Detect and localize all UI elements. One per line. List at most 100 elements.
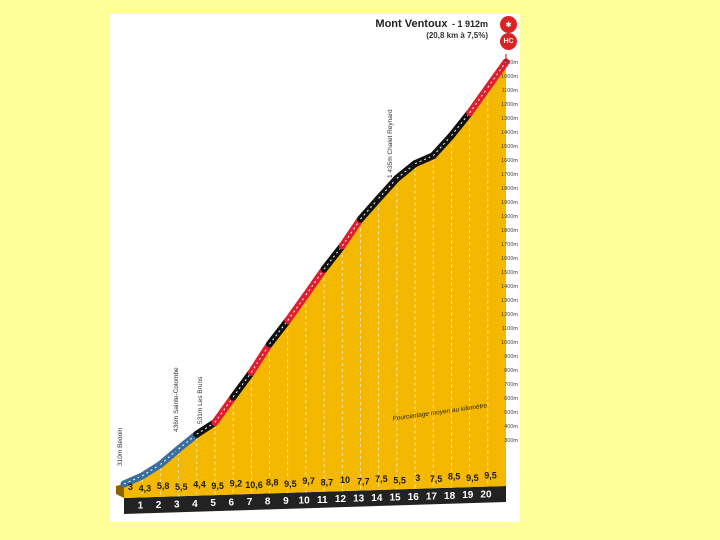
altitude-tick-label: 1200m (501, 312, 518, 318)
gradient-label: 9,5 (484, 470, 497, 480)
altitude-tick-label: 900m (504, 354, 518, 360)
km-label: 8 (265, 496, 271, 507)
profile-segment-dash (214, 396, 234, 423)
altitude-tick-label: 1800m (501, 186, 518, 192)
km-label: 3 (174, 499, 180, 510)
km-label: 1 (138, 500, 144, 511)
gradient-label: 7,7 (357, 476, 370, 486)
gradient-label: 3 (415, 473, 420, 483)
profile-segment-dash (250, 343, 270, 373)
profile-segment-line (356, 194, 383, 223)
gradient-label: 10 (340, 475, 350, 485)
altitude-tick-label: 800m (504, 368, 518, 374)
climb-summary: (20,8 km à 7,5%) (426, 31, 488, 40)
gradient-label: 8,7 (321, 478, 334, 488)
profile-segment-line (429, 132, 455, 160)
waypoint-label: 310m Bédoin (117, 427, 124, 466)
elevation-profile-chart: 3 4,3 5,8 5,5 4,4 9,5 9,2 10,6 8,8 9,5 9,7 8,7 10 7,7… (116, 54, 519, 514)
profile-segment-dash (396, 163, 416, 179)
gradient-label: 10,6 (245, 480, 263, 490)
title-block: Mont Ventoux - 1 912m (20,8 km à 7,5%) (375, 17, 488, 41)
km-label: 20 (480, 490, 492, 501)
altitude-tick-label: 1400m (501, 130, 518, 136)
km-label: 17 (426, 491, 438, 502)
gradient-label: 5,5 (393, 475, 406, 485)
gradient-label: 4,3 (139, 483, 152, 493)
waypoint-label: 531m Les Bruns (197, 376, 204, 424)
km-label: 18 (444, 491, 456, 502)
gradient-label: 5,5 (175, 482, 188, 492)
km-label: 13 (353, 494, 365, 505)
altitude-tick-label: 1900m (501, 214, 518, 220)
altitude-tick-label: 1600m (501, 256, 518, 262)
km-label: 2 (156, 500, 162, 511)
km-label: 4 (192, 499, 198, 510)
profile-segment-line (447, 109, 474, 140)
altitude-tick-label: 1200m (501, 102, 518, 108)
altitude-tick-label: 700m (504, 382, 518, 388)
km-label: 10 (299, 495, 311, 506)
profile-card: 3 4,3 5,8 5,5 4,4 9,5 9,2 10,6 8,8 9,5 9,7 8,7 10 7,7… (110, 14, 520, 522)
km-label: 9 (283, 496, 289, 507)
km-label: 19 (462, 490, 474, 501)
altitude-tick-label: 1800m (501, 228, 518, 234)
summit-name: Mont Ventoux (375, 18, 448, 30)
profile-segment-dash (196, 422, 216, 435)
altitude-tick-label: 1400m (501, 284, 518, 290)
gradient-label: 7,5 (375, 474, 388, 484)
waypoint-label: 1 435m Chalet Reynard (387, 109, 394, 178)
km-label: 14 (371, 493, 383, 504)
altitude-tick-label: 1000m (501, 74, 518, 80)
altitude-tick-label: 1000m (501, 340, 518, 346)
altitude-tick-label: 1500m (501, 144, 518, 150)
km-label: 6 (229, 498, 235, 509)
gradient-label: 7,5 (430, 474, 443, 484)
altitude-tick-label: 900m (504, 60, 518, 66)
gradient-label: 9,7 (302, 476, 315, 486)
profile-segment-line (320, 242, 346, 273)
altitude-tick-label: 1500m (501, 270, 518, 276)
summit-badge-icon: ✻ (500, 16, 517, 33)
altitude-tick-label: 1100m (502, 326, 519, 332)
gradient-label: 3 (128, 482, 133, 492)
profile-segment-dash (178, 433, 198, 450)
gradient-label: 4,4 (193, 480, 206, 490)
altitude-tick-label: 500m (504, 410, 518, 416)
altitude-tick-label: 600m (504, 396, 518, 402)
profile-segment-dash (232, 372, 252, 398)
altitude-tick-label: 1600m (501, 158, 518, 164)
profile-base-band (124, 486, 506, 514)
profile-segment-dash (341, 218, 361, 247)
km-label: 11 (317, 495, 328, 506)
profile-segment-dash (487, 61, 507, 88)
gradient-label: 8,5 (448, 472, 461, 482)
km-label: 7 (247, 497, 253, 508)
category-hc-badge: HC (500, 33, 517, 50)
profile-side-face (116, 484, 124, 498)
altitude-tick-label: 1300m (501, 298, 518, 304)
altitude-tick-label: 1700m (501, 172, 518, 178)
gradient-label: 9,5 (284, 479, 297, 489)
altitude-tick-label: 1100m (502, 88, 519, 94)
altitude-tick-label: 1700m (501, 242, 518, 248)
gradient-label: 9,5 (211, 481, 224, 491)
profile-segment-dash (305, 268, 325, 296)
km-label: 5 (210, 498, 216, 509)
km-label: 15 (389, 492, 401, 503)
summit-elevation: - 1 912m (451, 19, 488, 29)
altitude-tick-label: 400m (504, 424, 518, 430)
km-label: 12 (335, 494, 347, 505)
profile-segment-line (375, 174, 401, 202)
waypoint-label: 436m Sainte-Colombe (173, 367, 180, 432)
profile-segment-dash (141, 464, 161, 477)
gradient-label: 8,8 (266, 477, 279, 487)
altitude-tick-label: 300m (504, 438, 518, 444)
profile-segment-dash (287, 294, 307, 321)
gradient-label: 5,8 (157, 481, 170, 491)
km-label: 16 (408, 492, 420, 503)
altitude-tick-label: 1300m (501, 116, 518, 122)
profile-segment-line (266, 316, 292, 348)
profile-segment-dash (469, 87, 489, 114)
gradient-label: 9,2 (230, 478, 243, 488)
gradient-label: 9,5 (466, 473, 479, 483)
